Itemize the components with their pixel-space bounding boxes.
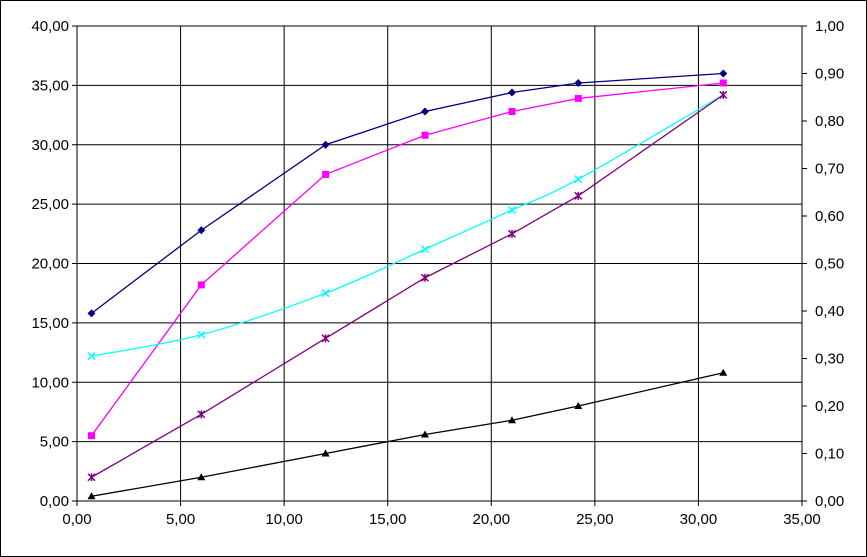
x-tick-label: 0,00	[62, 511, 91, 528]
series-1-point	[719, 79, 727, 87]
y2-tick-label: 0,40	[815, 303, 844, 320]
y-tick-label: 0,00	[40, 493, 69, 510]
series-3-point	[507, 229, 517, 238]
x-tick-label: 25,00	[576, 511, 614, 528]
series-4-point	[508, 416, 516, 424]
x-tick-label: 10,00	[265, 511, 303, 528]
series-1-point	[421, 131, 429, 139]
series-4-point	[197, 473, 206, 481]
y-tick-label: 25,00	[31, 196, 69, 213]
series-1-point	[508, 108, 516, 115]
series-0-point	[421, 107, 429, 116]
series-1-point	[574, 94, 582, 102]
series-3-point	[87, 473, 96, 482]
series-0-point	[321, 140, 330, 149]
y-tick-label: 15,00	[31, 315, 69, 332]
x-tick-label: 35,00	[783, 511, 821, 528]
y2-tick-label: 0,00	[815, 493, 844, 510]
series-3-point	[574, 191, 583, 200]
x-tick-label: 20,00	[473, 511, 511, 528]
x-tick-label: 15,00	[369, 511, 407, 528]
series-3-point	[719, 90, 728, 99]
series-1-point	[88, 432, 95, 440]
series-2-point	[87, 352, 96, 361]
y-tick-label: 5,00	[40, 434, 69, 451]
series-4-point	[321, 449, 330, 457]
series-3-point	[420, 273, 430, 282]
y-tick-label: 10,00	[31, 374, 69, 391]
y-tick-label: 30,00	[31, 137, 69, 154]
y2-tick-label: 0,30	[815, 351, 844, 368]
series-2-point	[574, 175, 583, 184]
series-2-point	[420, 245, 430, 254]
series-4-point	[574, 402, 583, 409]
series-4-point	[719, 368, 728, 376]
x-tick-label: 30,00	[680, 511, 718, 528]
y2-tick-label: 0,90	[815, 66, 844, 83]
series-0-point	[574, 79, 583, 87]
series-1-point	[322, 170, 330, 178]
y2-tick-label: 0,60	[815, 208, 844, 225]
x-tick-label: 5,00	[166, 511, 195, 528]
y2-tick-label: 0,20	[815, 398, 844, 415]
y-tick-label: 20,00	[31, 256, 69, 273]
series-0-point	[719, 69, 728, 78]
y2-tick-label: 0,70	[815, 161, 844, 178]
y2-tick-label: 0,10	[815, 446, 844, 463]
series-4-point	[87, 492, 96, 500]
series-2-point	[197, 330, 206, 339]
series-0-point	[197, 226, 206, 235]
y2-tick-label: 0,80	[815, 113, 844, 130]
series-0-point	[508, 88, 516, 97]
series-3-point	[197, 410, 206, 419]
series-3-point	[321, 334, 330, 343]
y2-tick-label: 0,50	[815, 256, 844, 273]
series-0-point	[87, 309, 96, 318]
series-2-point	[321, 289, 330, 298]
y-tick-label: 40,00	[31, 18, 69, 35]
series-2-point	[507, 206, 517, 215]
y-tick-label: 35,00	[31, 77, 69, 94]
series-1-point	[197, 281, 205, 289]
series-4-point	[421, 430, 429, 438]
y2-tick-label: 1,00	[815, 18, 844, 35]
